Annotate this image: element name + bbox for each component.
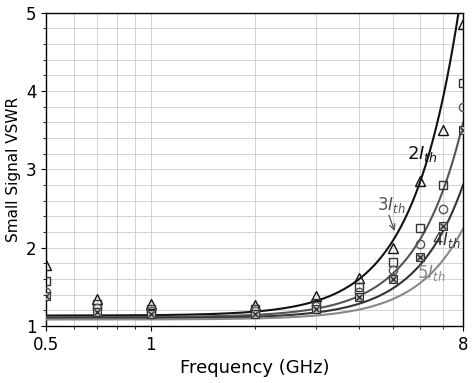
- Text: $3I_{th}$: $3I_{th}$: [377, 195, 405, 214]
- X-axis label: Frequency (GHz): Frequency (GHz): [180, 359, 329, 377]
- Text: $2I_{th}$: $2I_{th}$: [407, 144, 438, 164]
- Text: $5I_{th}$: $5I_{th}$: [418, 263, 446, 283]
- Text: $4I_{th}$: $4I_{th}$: [432, 230, 461, 250]
- Y-axis label: Small Signal VSWR: Small Signal VSWR: [6, 97, 20, 242]
